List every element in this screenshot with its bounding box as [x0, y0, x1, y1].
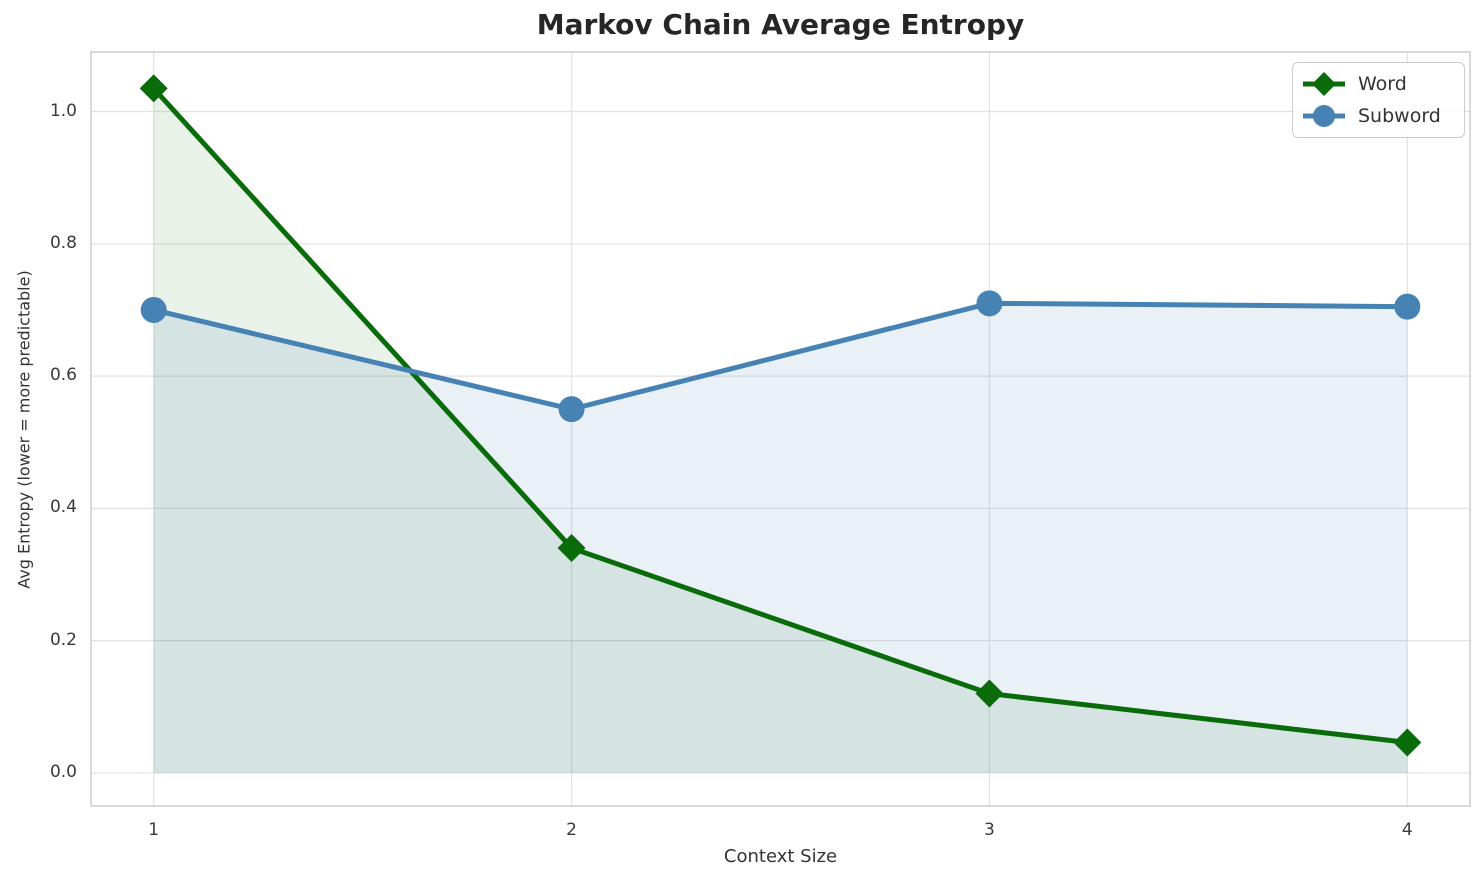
- x-tick-label: 3: [984, 820, 995, 840]
- legend-item-word: Word: [1302, 68, 1452, 100]
- legend: Word Subword: [1292, 62, 1465, 138]
- line-subword: [153, 300, 1408, 412]
- word-series-diamond-icon: [1303, 72, 1345, 96]
- subword-series-circle-icon: [1303, 105, 1345, 127]
- x-tick-label: 4: [1401, 820, 1413, 840]
- data-point-subword: [558, 396, 585, 423]
- y-axis-label: Avg Entropy (lower = more predictable): [14, 270, 34, 589]
- data-point-subword: [1394, 293, 1421, 320]
- data-point-subword: [976, 290, 1003, 317]
- x-tick-label: 2: [566, 820, 577, 840]
- data-point-subword: [140, 296, 167, 323]
- y-tick-label: 0.6: [49, 365, 77, 386]
- data-point-word: [1393, 728, 1422, 757]
- x-tick-label: 1: [148, 820, 160, 840]
- y-tick-label: 0.4: [49, 497, 77, 518]
- legend-label-word: Word: [1358, 73, 1407, 95]
- area-fill-subword: [153, 303, 1408, 773]
- y-tick-label: 0.0: [49, 761, 77, 782]
- chart-title: Markov Chain Average Entropy: [536, 8, 1025, 41]
- legend-item-subword: Subword: [1302, 100, 1452, 132]
- data-point-word: [975, 679, 1004, 708]
- data-point-word: [139, 74, 168, 103]
- y-tick-label: 1.0: [49, 100, 77, 121]
- line-word: [151, 86, 1408, 745]
- area-fill-word: [153, 88, 1408, 773]
- legend-label-subword: Subword: [1358, 105, 1441, 127]
- y-tick-label: 0.8: [49, 232, 77, 253]
- y-tick-label: 0.2: [49, 629, 77, 650]
- x-axis-label: Context Size: [723, 846, 838, 867]
- data-point-word: [557, 534, 586, 563]
- axes-frame: [90, 51, 1471, 807]
